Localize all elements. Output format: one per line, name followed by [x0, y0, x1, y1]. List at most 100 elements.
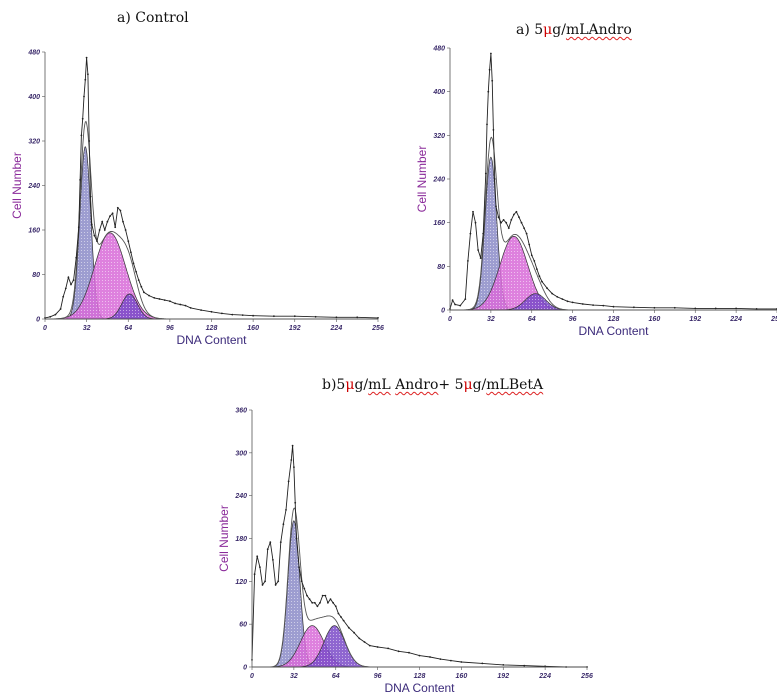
- histogram-point: [602, 304, 605, 307]
- x-tick-label: 256: [770, 316, 777, 323]
- histogram-point: [266, 548, 269, 551]
- x-tick-label: 64: [528, 316, 536, 323]
- histogram-point: [561, 298, 564, 300]
- histogram-point: [530, 254, 533, 257]
- histogram-point: [88, 140, 91, 142]
- histogram-point: [484, 172, 487, 175]
- histogram-point: [101, 220, 104, 223]
- histogram-point: [303, 587, 306, 590]
- y-tick-label: 0: [36, 317, 40, 324]
- histogram-point: [408, 651, 410, 654]
- histogram-point: [290, 459, 293, 461]
- histogram-point: [340, 616, 342, 618]
- histogram-point: [538, 275, 541, 278]
- histogram-point: [493, 178, 496, 180]
- y-tick-label: 360: [235, 408, 247, 415]
- histogram-point: [546, 287, 548, 290]
- histogram-point: [481, 662, 484, 665]
- x-tick-label: 128: [608, 316, 620, 323]
- histogram-point: [515, 210, 518, 213]
- x-axis-label: DNA Content: [578, 324, 649, 338]
- histogram-point: [300, 580, 303, 583]
- histogram-point: [536, 268, 538, 270]
- title-part: μ: [543, 22, 553, 38]
- histogram-point: [337, 612, 340, 615]
- histogram-point: [98, 229, 101, 231]
- chart-title-andro-beta: b)5μg/mL Andro+ 5μg/mLBetA: [322, 377, 543, 393]
- histogram-point: [64, 287, 67, 290]
- y-tick-label: 160: [28, 228, 40, 235]
- histogram-point: [80, 134, 83, 137]
- histogram-point: [285, 509, 287, 511]
- histogram-point: [313, 601, 316, 604]
- histogram-point: [429, 656, 431, 658]
- histogram-point: [451, 299, 454, 302]
- histogram-point: [293, 315, 296, 318]
- histogram-point: [153, 297, 156, 299]
- histogram-point: [472, 210, 474, 213]
- histogram-point: [525, 232, 528, 235]
- histogram-point: [714, 307, 717, 310]
- title-part: b)5: [322, 377, 346, 393]
- histogram-point: [694, 307, 697, 310]
- histogram-point: [287, 480, 290, 483]
- x-tick-label: 160: [456, 673, 468, 680]
- histogram-point: [459, 304, 462, 307]
- histogram-point: [306, 594, 308, 597]
- y-tick-label: 60: [239, 622, 247, 629]
- x-tick-label: 0: [250, 673, 254, 680]
- x-tick-label: 128: [206, 325, 218, 332]
- histogram-point: [488, 68, 491, 71]
- histogram-point: [450, 659, 452, 662]
- histogram-point: [93, 234, 96, 237]
- histogram-point: [673, 306, 676, 309]
- histogram-point: [274, 584, 277, 586]
- histogram-point: [89, 195, 92, 198]
- histogram-point: [132, 262, 135, 265]
- y-tick-label: 0: [441, 308, 445, 315]
- histogram-point: [490, 52, 492, 55]
- histogram-point: [269, 541, 272, 543]
- y-tick-label: 120: [235, 579, 247, 586]
- histogram-point: [368, 644, 371, 647]
- histogram-point: [502, 219, 505, 221]
- histogram-point: [356, 316, 359, 319]
- histogram-point: [495, 205, 497, 208]
- histogram-point: [482, 232, 485, 235]
- histogram-point: [135, 270, 138, 273]
- histogram-point: [418, 654, 421, 657]
- histogram-point: [103, 229, 106, 231]
- histogram-point: [184, 304, 187, 307]
- histogram-point: [500, 221, 502, 224]
- histogram-point: [329, 598, 332, 601]
- histogram-point: [127, 240, 130, 243]
- histogram-point: [486, 123, 488, 126]
- histogram-point: [513, 213, 515, 216]
- histogram-point: [523, 664, 526, 667]
- histogram-point: [334, 605, 337, 608]
- histogram-point: [460, 661, 463, 663]
- histogram-point: [291, 444, 294, 447]
- histogram-point: [541, 280, 543, 283]
- y-tick-label: 320: [433, 133, 445, 140]
- histogram-point: [332, 601, 334, 604]
- chart-title-andro: a) 5μg/mLAndro: [516, 22, 632, 38]
- histogram-point: [311, 601, 314, 604]
- title-part: g/: [354, 377, 369, 393]
- x-tick-label: 192: [689, 316, 701, 323]
- x-tick-label: 96: [569, 316, 577, 323]
- histogram-point: [231, 313, 234, 316]
- histogram-point: [510, 219, 513, 221]
- histogram-point: [581, 303, 584, 305]
- histogram-point: [111, 212, 114, 215]
- histogram-point: [279, 541, 282, 543]
- title-part: + 5: [438, 377, 464, 393]
- histogram-point: [282, 523, 285, 526]
- histogram-point: [592, 304, 594, 306]
- histogram-point: [109, 215, 111, 218]
- title-part: mLBetA: [486, 377, 544, 393]
- histogram-point: [259, 566, 261, 568]
- histogram-point: [272, 559, 274, 561]
- title-part: Andro: [395, 377, 439, 393]
- histogram-point: [523, 227, 525, 230]
